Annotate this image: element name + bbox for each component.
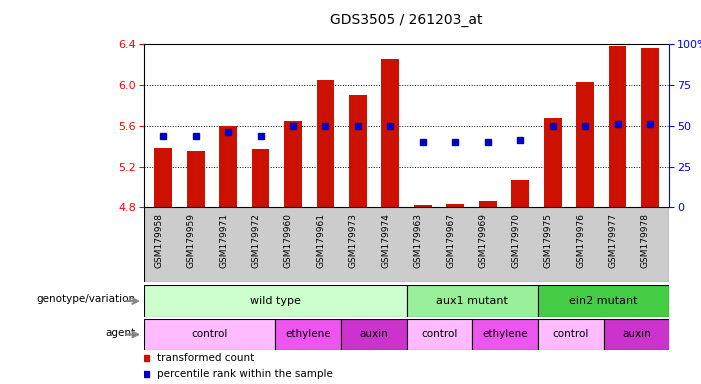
Bar	[407, 319, 472, 350]
Bar	[604, 319, 669, 350]
Text: GSM179973: GSM179973	[349, 214, 358, 268]
Bar	[284, 121, 302, 207]
Bar	[479, 201, 496, 207]
Text: GSM179975: GSM179975	[543, 214, 552, 268]
Bar	[144, 285, 407, 317]
Text: GSM179961: GSM179961	[316, 214, 325, 268]
Text: transformed count: transformed count	[157, 353, 254, 364]
Text: auxin: auxin	[622, 329, 651, 339]
Text: agent: agent	[106, 328, 136, 338]
Text: GSM179976: GSM179976	[576, 214, 585, 268]
Bar	[414, 205, 432, 207]
Text: control: control	[552, 329, 589, 339]
Text: percentile rank within the sample: percentile rank within the sample	[157, 369, 333, 379]
Bar	[544, 118, 562, 207]
Text: genotype/variation: genotype/variation	[37, 295, 136, 305]
Text: aux1 mutant: aux1 mutant	[436, 296, 508, 306]
Bar	[219, 126, 237, 207]
Text: GSM179958: GSM179958	[154, 214, 163, 268]
Bar	[641, 48, 659, 207]
Bar	[252, 149, 269, 207]
Text: ethylene: ethylene	[285, 329, 331, 339]
Bar	[349, 95, 367, 207]
Bar	[381, 60, 400, 207]
Text: wild type: wild type	[250, 296, 301, 306]
Text: GSM179974: GSM179974	[381, 214, 390, 268]
Text: GSM179978: GSM179978	[641, 214, 650, 268]
Bar	[317, 80, 334, 207]
Text: control: control	[421, 329, 458, 339]
Bar	[608, 46, 627, 207]
Text: ein2 mutant: ein2 mutant	[569, 296, 638, 306]
Text: GSM179967: GSM179967	[447, 214, 455, 268]
Bar	[186, 151, 205, 207]
Bar	[275, 319, 341, 350]
Text: control: control	[191, 329, 228, 339]
Text: GSM179970: GSM179970	[511, 214, 520, 268]
Bar	[538, 319, 604, 350]
Text: GSM179972: GSM179972	[252, 214, 261, 268]
Bar	[341, 319, 407, 350]
Text: GSM179977: GSM179977	[608, 214, 618, 268]
Text: ethylene: ethylene	[482, 329, 528, 339]
Text: GSM179959: GSM179959	[186, 214, 196, 268]
Bar	[538, 285, 669, 317]
Text: GSM179969: GSM179969	[479, 214, 488, 268]
Text: GSM179963: GSM179963	[414, 214, 423, 268]
Text: GSM179971: GSM179971	[219, 214, 228, 268]
Bar	[154, 148, 172, 207]
Bar	[511, 180, 529, 207]
Text: auxin: auxin	[360, 329, 388, 339]
Text: GSM179960: GSM179960	[284, 214, 293, 268]
Bar	[407, 285, 538, 317]
Bar	[576, 82, 594, 207]
Bar	[472, 319, 538, 350]
Text: GDS3505 / 261203_at: GDS3505 / 261203_at	[330, 13, 483, 27]
Bar	[447, 204, 464, 207]
Bar	[144, 319, 275, 350]
